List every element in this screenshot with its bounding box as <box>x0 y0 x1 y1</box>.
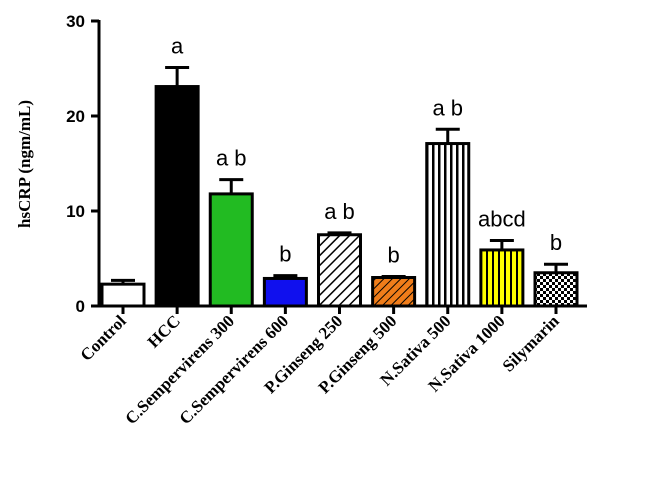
significance-label: b <box>388 243 400 268</box>
significance-label: a b <box>432 95 463 120</box>
y-tick-label: 10 <box>66 202 85 221</box>
bar <box>533 271 579 308</box>
significance-label: a b <box>216 146 247 171</box>
bar <box>425 142 471 308</box>
bar <box>154 85 200 308</box>
bars <box>100 66 579 308</box>
bar <box>479 248 525 308</box>
y-tick-label: 0 <box>76 297 85 316</box>
y-axis-label: hsCRP (ngm/mL) <box>15 100 34 228</box>
x-tick-label: HCC <box>144 311 184 351</box>
y-tick-label: 20 <box>66 107 85 126</box>
significance-label: b <box>279 242 291 267</box>
significance-label: b <box>550 230 562 255</box>
bar <box>100 282 146 308</box>
bar <box>262 276 308 308</box>
x-tick-label: Silymarin <box>499 311 564 376</box>
significance-label: a b <box>324 199 355 224</box>
significance-label: abcd <box>478 206 526 231</box>
significance-label: a <box>171 34 184 59</box>
bar <box>371 276 417 308</box>
bar <box>208 192 254 308</box>
y-tick-label: 30 <box>66 12 85 31</box>
x-tick-label: Control <box>77 311 130 364</box>
bar <box>317 233 362 308</box>
